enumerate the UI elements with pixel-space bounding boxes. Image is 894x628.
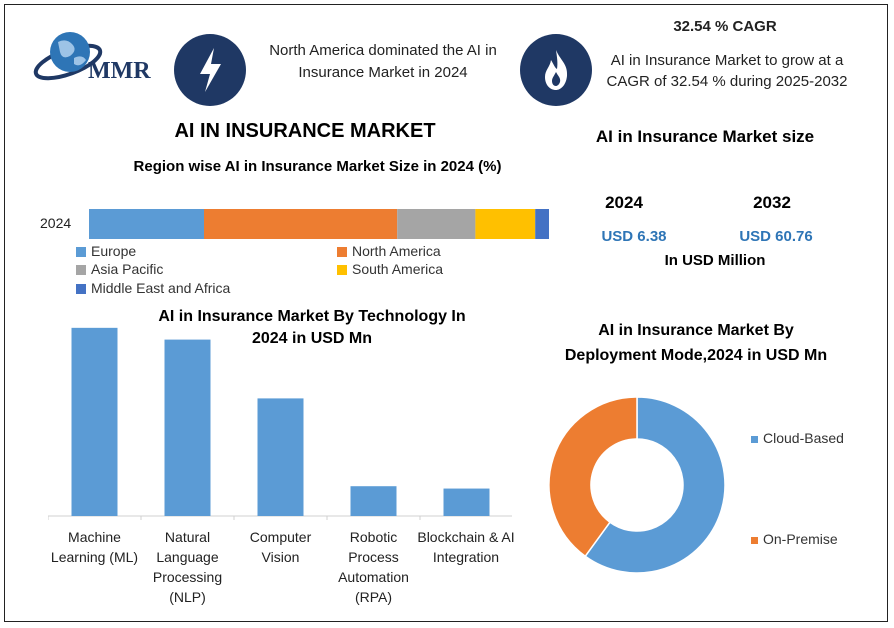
donut-slice-cloud-based: [584, 396, 726, 574]
flame-icon-circle: [520, 34, 592, 106]
legend-cloud-based: Cloud-Based: [751, 430, 844, 446]
year-2032: 2032: [753, 193, 791, 212]
legend-swatch-europe: [76, 247, 86, 258]
tech-bar-3: [350, 486, 397, 516]
tech-bar-4: [443, 488, 490, 516]
market-size-title: AI in Insurance Market size: [595, 127, 815, 146]
flame-icon: [545, 50, 568, 90]
region-segment-asia-pacific: [397, 209, 476, 239]
value-2024: USD 6.38: [601, 228, 667, 245]
infographic-frame: [4, 4, 888, 622]
donut-slice-on-premise: [548, 396, 638, 558]
cagr-text: AI in Insurance Market to grow at a CAGR…: [606, 52, 848, 90]
tech-bar-2: [257, 398, 304, 516]
year-2024: 2024: [605, 193, 643, 212]
legend-swatch-south-america: [337, 265, 347, 276]
tech-label-ml: Machine Learning (ML): [50, 529, 139, 565]
region-chart-title: Region wise AI in Insurance Market Size …: [133, 158, 502, 175]
technology-bar-chart: [48, 327, 512, 520]
cagr-title: 32.54 % CAGR: [673, 18, 777, 35]
main-title: AI IN INSURANCE MARKET: [174, 120, 436, 142]
region-segment-europe: [89, 209, 204, 239]
legend-swatch-asia-pacific: [76, 265, 86, 276]
legend-asia-pacific: Asia Pacific: [76, 261, 163, 277]
tech-label-nlp: Natural Language Processing (NLP): [152, 529, 223, 605]
legend-mea: Middle East and Africa: [76, 280, 230, 296]
dominance-text: North America dominated the AI in Insura…: [269, 42, 497, 81]
legend-swatch-on-premise: [751, 536, 758, 544]
legend-swatch-north-america: [337, 247, 347, 258]
region-bar-year-label: 2024: [40, 215, 72, 231]
value-2032: USD 60.76: [739, 228, 813, 245]
tech-bar-0: [71, 327, 118, 516]
legend-swatch-mea: [76, 284, 86, 295]
tech-label-rpa: Robotic Process Automation (RPA): [338, 529, 409, 605]
legend-europe: Europe: [76, 243, 136, 259]
legend-south-america: South America: [337, 261, 443, 277]
region-segment-south-america: [475, 209, 536, 239]
legend-swatch-cloud-based: [751, 435, 758, 443]
legend-north-america: North America: [337, 243, 441, 259]
legend-on-premise: On-Premise: [751, 531, 838, 547]
tech-bar-1: [164, 339, 211, 516]
deployment-donut-chart: [548, 396, 726, 574]
tech-label-blockchain: Blockchain & AI Integration: [417, 529, 515, 565]
lightning-icon-circle: [174, 34, 246, 106]
mmr-logo: [33, 32, 103, 81]
unit-label: In USD Million: [664, 252, 766, 269]
region-stacked-bar: [89, 209, 549, 239]
technology-chart-title: AI in Insurance Market By Technology In …: [158, 308, 466, 347]
tech-label-cv: Computer Vision: [249, 529, 312, 565]
logo-text: MMR: [88, 58, 151, 84]
lightning-icon: [200, 48, 221, 92]
region-segment-north-america: [204, 209, 398, 239]
deployment-chart-title: AI in Insurance Market By Deployment Mod…: [564, 322, 828, 364]
region-segment-middle-east-and-africa: [535, 209, 549, 239]
